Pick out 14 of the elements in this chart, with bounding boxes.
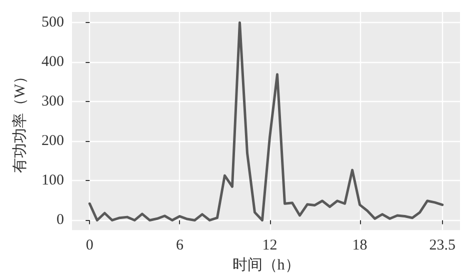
y-tick-label: 0	[56, 212, 64, 228]
y-tick-label: 400	[42, 54, 64, 70]
x-tick-label: 23.5	[429, 238, 456, 254]
line-series	[88, 21, 444, 222]
x-tick-label: 18	[352, 238, 368, 254]
x-axis-title: 时间（h）	[232, 256, 300, 274]
x-tick-label: 6	[176, 238, 184, 254]
x-tick-label: 12	[262, 238, 278, 254]
y-tick-label: 200	[42, 133, 64, 150]
x-tick-label: 0	[86, 238, 94, 254]
y-axis-title: 有功功率（W）	[12, 68, 28, 174]
y-tick-label: 300	[42, 94, 64, 110]
y-tick-label: 500	[42, 14, 64, 31]
y-tick-label: 100	[42, 172, 64, 189]
